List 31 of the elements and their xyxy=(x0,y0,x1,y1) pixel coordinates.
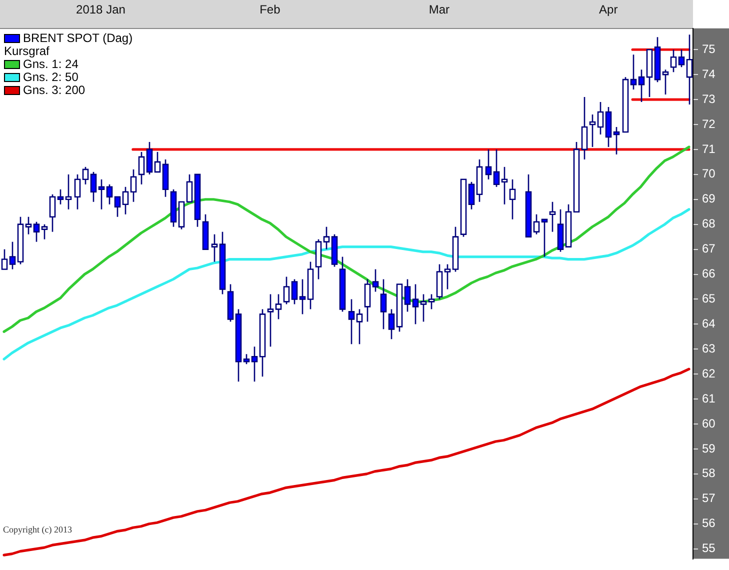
y-tick-label: 68 xyxy=(702,216,716,231)
legend-title: Kursgraf xyxy=(4,44,50,58)
legend-label: Gns. 2: 50 xyxy=(23,70,78,84)
y-tick-label: 57 xyxy=(702,491,716,506)
x-tick-label: Mar xyxy=(428,2,450,17)
y-tick-label: 66 xyxy=(702,266,716,281)
x-tick-label: 2018 Jan xyxy=(76,2,126,17)
y-tick-label: 60 xyxy=(702,416,716,430)
legend-label: Gns. 1: 24 xyxy=(23,57,78,71)
legend-label: Gns. 3: 200 xyxy=(23,83,86,97)
y-tick-label: 70 xyxy=(702,166,716,181)
y-tick-label: 67 xyxy=(702,242,716,256)
y-tick-label: 64 xyxy=(702,316,716,330)
annotation: Copyright (c) 2013 xyxy=(3,524,72,535)
x-tick-label: Feb xyxy=(260,2,281,17)
x-tick-label: Apr xyxy=(599,2,618,17)
y-tick-label: 62 xyxy=(702,366,716,380)
y-tick-label: 71 xyxy=(702,142,716,156)
y-tick-label: 58 xyxy=(702,466,716,480)
y-tick-label: 69 xyxy=(702,192,716,206)
y-tick-label: 56 xyxy=(702,516,716,530)
y-tick-label: 75 xyxy=(702,42,716,56)
y-tick-label: 63 xyxy=(702,341,716,356)
y-tick-label: 74 xyxy=(702,66,716,81)
y-tick-label: 55 xyxy=(702,541,716,556)
legend-label: BRENT SPOT (Dag) xyxy=(23,31,133,45)
y-tick-label: 73 xyxy=(702,92,716,106)
y-tick-label: 59 xyxy=(702,441,716,456)
y-tick-label: 65 xyxy=(702,292,716,306)
y-tick-label: 72 xyxy=(702,116,716,131)
y-tick-label: 61 xyxy=(702,391,716,406)
